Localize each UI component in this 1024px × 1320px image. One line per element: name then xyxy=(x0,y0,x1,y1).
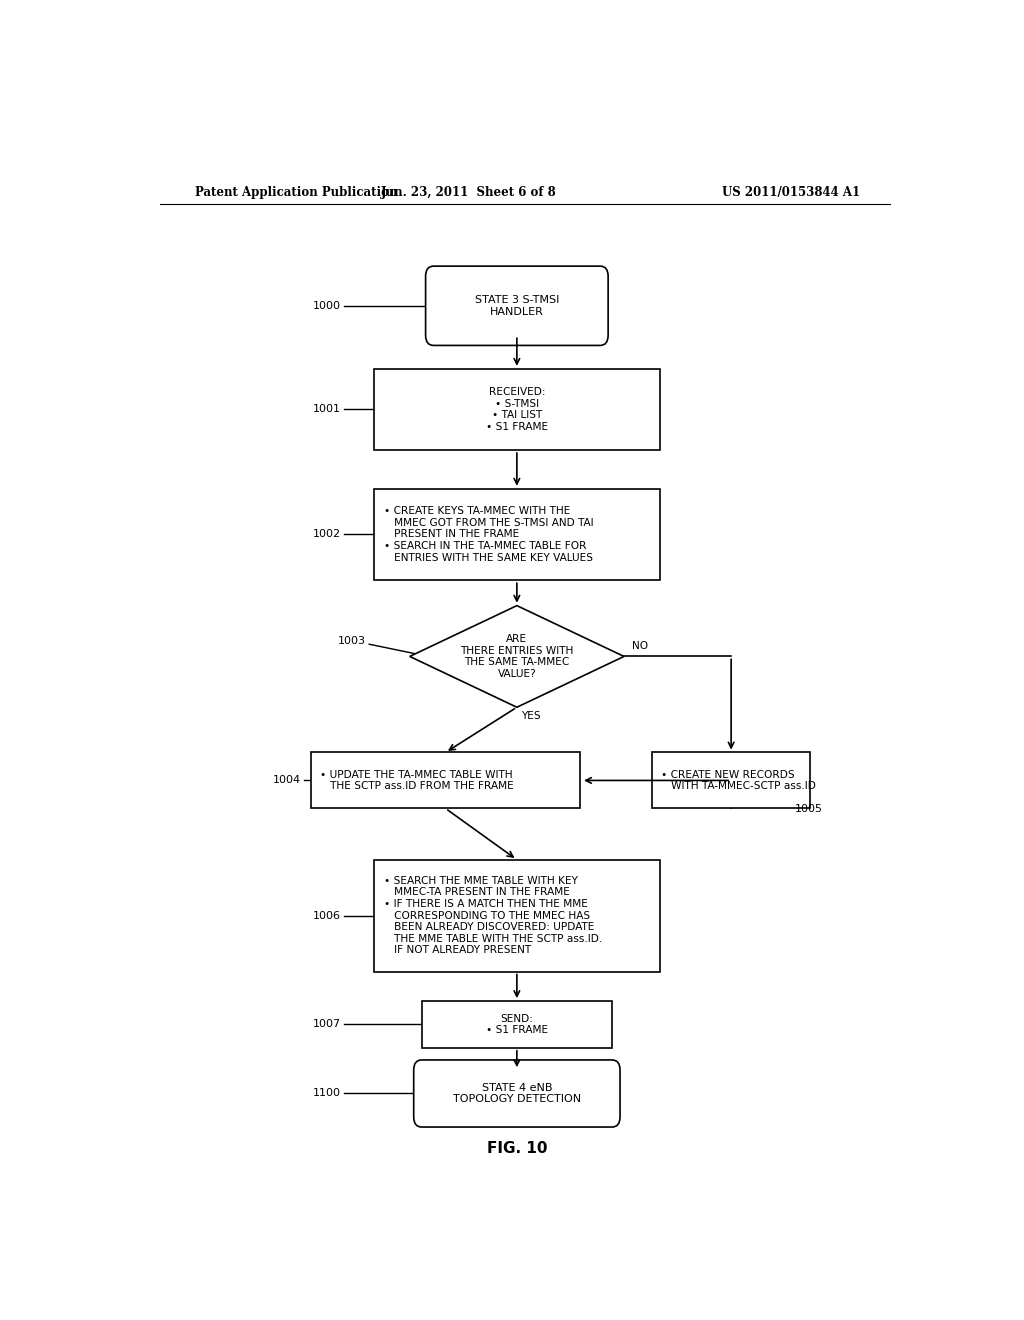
Bar xyxy=(652,752,811,808)
Text: 1004: 1004 xyxy=(272,775,301,785)
Text: • CREATE KEYS TA-MMEC WITH THE
   MMEC GOT FROM THE S-TMSI AND TAI
   PRESENT IN: • CREATE KEYS TA-MMEC WITH THE MMEC GOT … xyxy=(384,507,593,562)
Text: ARE
THERE ENTRIES WITH
THE SAME TA-MMEC
VALUE?: ARE THERE ENTRIES WITH THE SAME TA-MMEC … xyxy=(460,634,573,678)
Text: Patent Application Publication: Patent Application Publication xyxy=(196,186,398,199)
Text: • UPDATE THE TA-MMEC TABLE WITH
   THE SCTP ass.ID FROM THE FRAME: • UPDATE THE TA-MMEC TABLE WITH THE SCTP… xyxy=(321,770,514,791)
Text: SEND:
• S1 FRAME: SEND: • S1 FRAME xyxy=(485,1014,548,1035)
Text: US 2011/0153844 A1: US 2011/0153844 A1 xyxy=(722,186,860,199)
Text: 1001: 1001 xyxy=(312,404,341,414)
Polygon shape xyxy=(410,606,624,708)
Text: Jun. 23, 2011  Sheet 6 of 8: Jun. 23, 2011 Sheet 6 of 8 xyxy=(381,186,557,199)
Text: STATE 3 S-TMSI
HANDLER: STATE 3 S-TMSI HANDLER xyxy=(475,294,559,317)
Bar xyxy=(310,752,581,808)
Text: 1003: 1003 xyxy=(338,636,367,647)
Text: RECEIVED:
• S-TMSI
• TAI LIST
• S1 FRAME: RECEIVED: • S-TMSI • TAI LIST • S1 FRAME xyxy=(485,387,548,432)
Bar xyxy=(374,488,659,581)
FancyBboxPatch shape xyxy=(414,1060,620,1127)
Bar xyxy=(422,1001,612,1048)
Bar xyxy=(374,368,659,450)
Text: 1005: 1005 xyxy=(796,804,823,814)
Text: • CREATE NEW RECORDS
   WITH TA-MMEC-SCTP ass.ID: • CREATE NEW RECORDS WITH TA-MMEC-SCTP a… xyxy=(662,770,816,791)
Text: 1006: 1006 xyxy=(312,911,341,920)
Text: • SEARCH THE MME TABLE WITH KEY
   MMEC-TA PRESENT IN THE FRAME
• IF THERE IS A : • SEARCH THE MME TABLE WITH KEY MMEC-TA … xyxy=(384,875,602,956)
Text: 1100: 1100 xyxy=(312,1089,341,1098)
Text: NO: NO xyxy=(632,642,648,651)
Text: 1000: 1000 xyxy=(312,301,341,310)
Bar xyxy=(374,859,659,972)
FancyBboxPatch shape xyxy=(426,267,608,346)
Text: STATE 4 eNB
TOPOLOGY DETECTION: STATE 4 eNB TOPOLOGY DETECTION xyxy=(453,1082,581,1105)
Text: YES: YES xyxy=(521,711,541,721)
Text: 1002: 1002 xyxy=(312,529,341,540)
Text: 1007: 1007 xyxy=(312,1019,341,1030)
Text: FIG. 10: FIG. 10 xyxy=(486,1140,547,1156)
